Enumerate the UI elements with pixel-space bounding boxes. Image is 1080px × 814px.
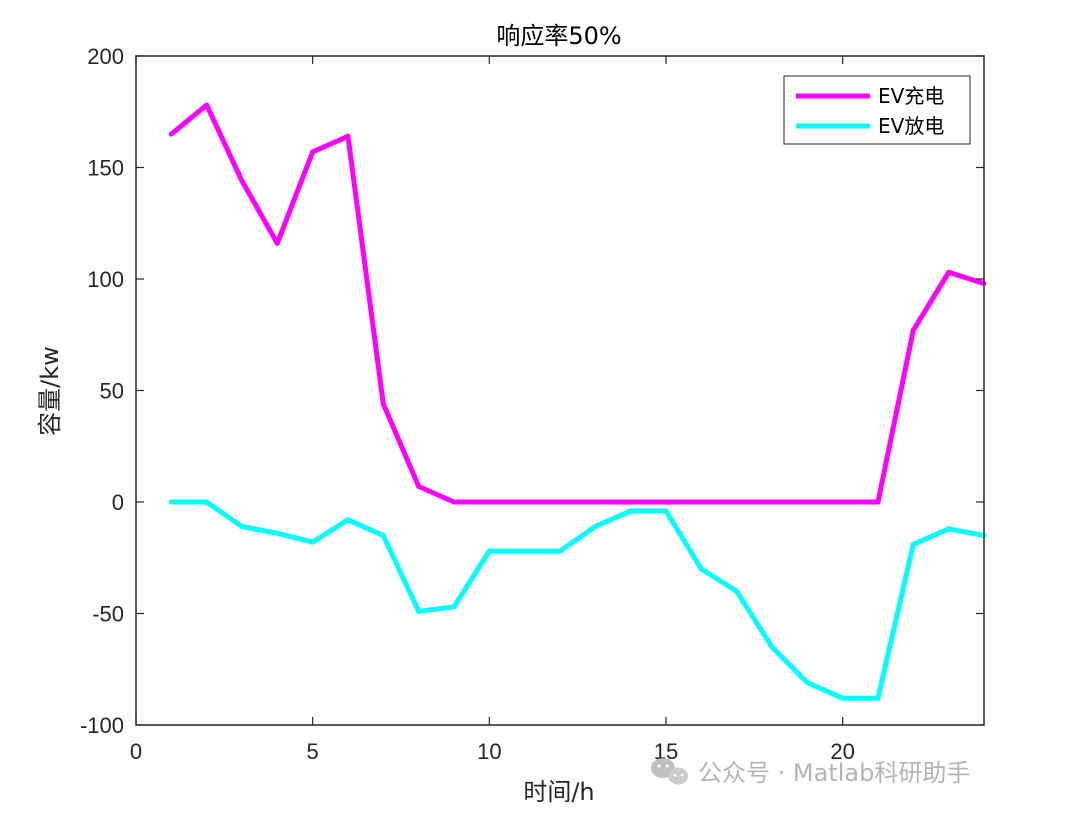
data-point bbox=[451, 604, 457, 610]
legend-box bbox=[783, 75, 971, 145]
data-point bbox=[310, 149, 316, 155]
y-axis-label: 容量/kw bbox=[36, 346, 64, 436]
legend-label-discharge: EV放电 bbox=[878, 114, 944, 138]
data-point bbox=[875, 499, 881, 505]
watermark: 公众号 · Matlab科研助手 bbox=[651, 758, 970, 787]
legend-label-charge: EV充电 bbox=[878, 84, 944, 108]
data-point bbox=[380, 401, 386, 407]
data-point bbox=[734, 588, 740, 594]
x-axis-label: 时间/h bbox=[523, 778, 594, 806]
series-line-0 bbox=[169, 102, 985, 505]
data-point bbox=[345, 517, 351, 523]
x-tick-label: 10 bbox=[477, 739, 501, 764]
data-point bbox=[628, 508, 634, 514]
x-tick-label: 0 bbox=[130, 739, 142, 764]
data-point bbox=[204, 102, 210, 108]
data-point bbox=[239, 524, 245, 529]
watermark-text: 公众号 · Matlab科研助手 bbox=[698, 759, 970, 787]
y-tick-label: 0 bbox=[112, 490, 124, 515]
data-point bbox=[875, 695, 881, 701]
data-point bbox=[274, 240, 280, 246]
data-point bbox=[486, 499, 492, 505]
data-point bbox=[698, 499, 704, 505]
data-point bbox=[663, 508, 669, 514]
data-point bbox=[416, 608, 422, 614]
legend: EV充电 EV放电 bbox=[783, 75, 971, 145]
data-point bbox=[557, 548, 563, 554]
y-tick-label: 150 bbox=[87, 156, 124, 181]
data-point bbox=[592, 524, 598, 529]
y-tick-label: 200 bbox=[87, 44, 124, 69]
data-point bbox=[345, 133, 351, 139]
data-point bbox=[239, 178, 245, 184]
data-point bbox=[840, 499, 846, 505]
data-point bbox=[734, 499, 740, 505]
data-point bbox=[557, 499, 563, 505]
x-tick-label: 5 bbox=[307, 739, 319, 764]
data-point bbox=[698, 566, 704, 572]
data-point bbox=[663, 499, 669, 505]
data-point bbox=[380, 533, 386, 538]
y-tick-label: 100 bbox=[87, 267, 124, 292]
data-point bbox=[769, 644, 775, 650]
data-point bbox=[168, 499, 174, 505]
data-point bbox=[416, 483, 422, 489]
data-point bbox=[946, 526, 952, 532]
data-point bbox=[910, 327, 916, 333]
y-tick-label: 50 bbox=[100, 379, 124, 404]
data-point bbox=[804, 499, 810, 505]
data-point bbox=[628, 499, 634, 505]
data-point bbox=[910, 541, 916, 547]
data-point bbox=[310, 539, 316, 545]
y-tick-label: -100 bbox=[80, 713, 124, 738]
chart-title: 响应率50% bbox=[496, 22, 621, 50]
data-point bbox=[946, 269, 952, 275]
data-point bbox=[769, 499, 775, 505]
wechat-icon bbox=[651, 758, 688, 785]
data-point bbox=[840, 695, 846, 701]
data-point bbox=[522, 499, 528, 505]
data-point bbox=[522, 548, 528, 554]
data-point bbox=[592, 499, 598, 505]
data-point bbox=[486, 548, 492, 554]
y-tick-label: -50 bbox=[92, 602, 124, 627]
data-point bbox=[204, 499, 210, 505]
data-point bbox=[274, 530, 280, 536]
data-point bbox=[168, 131, 174, 137]
plot-area bbox=[168, 102, 987, 701]
data-point bbox=[804, 680, 810, 686]
x-tick-label: 20 bbox=[830, 739, 854, 764]
series-line-1 bbox=[171, 499, 985, 701]
data-point bbox=[451, 499, 457, 505]
